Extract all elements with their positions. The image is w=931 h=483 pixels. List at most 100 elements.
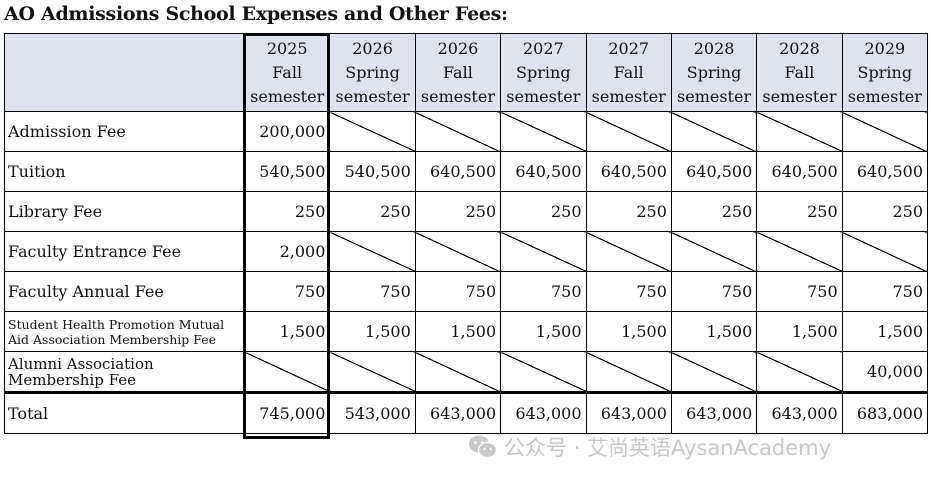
semester-header: 2029 Spring semester [841, 33, 929, 112]
not-applicable-cell [243, 351, 331, 393]
fee-label: Total [4, 391, 245, 434]
not-applicable-cell [585, 231, 672, 272]
fee-amount: 750 [670, 271, 758, 312]
fee-amount: 250 [585, 191, 672, 232]
table-row: Faculty Entrance Fee 2,000 [4, 231, 929, 272]
fee-amount: 750 [329, 271, 416, 312]
semester-header-term: Fall [272, 62, 303, 82]
fee-amount: 1,500 [243, 311, 331, 352]
fee-amount: 1,500 [756, 311, 843, 352]
semester-header: 2026 Fall semester [414, 33, 502, 112]
fee-amount: 643,000 [500, 391, 587, 434]
semester-header-suffix: semester [506, 86, 581, 106]
header-row: 2025 Fall semester 2026 Spring semester 2026 Fa… [4, 33, 929, 112]
page-title: AO Admissions School Expenses and Other … [4, 3, 508, 25]
fee-amount: 2,000 [243, 231, 331, 272]
fee-amount: 683,000 [841, 391, 929, 434]
not-applicable-cell [670, 351, 758, 393]
semester-header: 2025 Fall semester [243, 33, 331, 112]
fee-amount: 1,500 [414, 311, 502, 352]
fee-label: Alumni Association Membership Fee [4, 351, 245, 393]
fee-label: Student Health Promotion Mutual Aid Asso… [4, 311, 245, 352]
fee-amount: 250 [756, 191, 843, 232]
fee-amount: 250 [243, 191, 331, 232]
fee-amount: 1,500 [585, 311, 672, 352]
semester-header-term: Fall [443, 62, 473, 82]
semester-header-term: Spring [857, 62, 913, 82]
table-body: Admission Fee 200,000 Tuition 540,500 540,50… [4, 111, 929, 434]
fee-amount: 250 [841, 191, 929, 232]
fee-amount: 643,000 [414, 391, 502, 434]
fee-amount: 1,500 [670, 311, 758, 352]
semester-header-term: Spring [516, 62, 571, 82]
not-applicable-cell [329, 231, 416, 272]
fee-amount: 643,000 [756, 391, 843, 434]
fee-amount: 745,000 [243, 391, 331, 434]
fee-amount: 540,500 [243, 151, 331, 192]
semester-header-term: Fall [613, 62, 644, 82]
fee-amount: 640,500 [670, 151, 758, 192]
semester-header-suffix: semester [250, 86, 325, 106]
fees-table: 2025 Fall semester 2026 Spring semester 2026 Fa… [4, 33, 929, 434]
not-applicable-cell [756, 231, 843, 272]
semester-header-year: 2026 [437, 38, 479, 58]
semester-header-year: 2027 [522, 38, 564, 58]
table-row: Student Health Promotion Mutual Aid Asso… [4, 311, 929, 352]
fee-amount: 1,500 [841, 311, 929, 352]
not-applicable-cell [500, 231, 587, 272]
fee-amount: 250 [329, 191, 416, 232]
semester-header-suffix: semester [847, 86, 922, 106]
not-applicable-cell [841, 231, 929, 272]
fee-label: Library Fee [4, 191, 245, 232]
semester-header: 2026 Spring semester [329, 33, 416, 112]
not-applicable-cell [585, 111, 672, 152]
table-row: Faculty Annual Fee 750 750 750 750 750 750 750 7… [4, 271, 929, 312]
fee-amount: 640,500 [756, 151, 843, 192]
not-applicable-cell [414, 111, 502, 152]
fee-amount: 200,000 [243, 111, 331, 152]
fee-amount: 750 [500, 271, 587, 312]
not-applicable-cell [841, 111, 929, 152]
fee-amount: 640,500 [414, 151, 502, 192]
semester-header: 2027 Spring semester [500, 33, 587, 112]
header-corner [4, 33, 245, 112]
fee-amount: 250 [500, 191, 587, 232]
watermark: 公众号 · 艾尚英语AysanAcademy [468, 432, 831, 462]
fee-amount: 40,000 [841, 351, 929, 393]
fee-label: Faculty Entrance Fee [4, 231, 245, 272]
semester-header: 2028 Spring semester [670, 33, 758, 112]
fee-amount: 1,500 [329, 311, 416, 352]
not-applicable-cell [756, 351, 843, 393]
not-applicable-cell [585, 351, 672, 393]
wechat-icon [469, 435, 498, 459]
not-applicable-cell [670, 111, 758, 152]
table-row: Alumni Association Membership Fee 40,000 [4, 351, 929, 393]
fee-label: Tuition [4, 151, 245, 192]
semester-header-suffix: semester [677, 86, 752, 106]
semester-header: 2028 Fall semester [756, 33, 843, 112]
fee-amount: 250 [670, 191, 758, 232]
semester-header-suffix: semester [762, 86, 837, 106]
fee-amount: 1,500 [500, 311, 587, 352]
semester-header-suffix: semester [591, 86, 666, 106]
semester-header-term: Fall [784, 62, 815, 82]
semester-header-year: 2027 [608, 38, 650, 58]
fee-amount: 640,500 [585, 151, 672, 192]
fee-amount: 750 [585, 271, 672, 312]
semester-header-term: Spring [686, 62, 742, 82]
semester-header-term: Spring [345, 62, 400, 82]
semester-header-suffix: semester [420, 86, 495, 106]
table-row: Total 745,000 543,000 643,000 643,000 643,000… [4, 391, 929, 434]
watermark-text: 公众号 · 艾尚英语AysanAcademy [504, 436, 832, 460]
semester-header: 2027 Fall semester [585, 33, 672, 112]
fee-amount: 640,500 [500, 151, 587, 192]
not-applicable-cell [329, 351, 416, 393]
fee-label: Admission Fee [4, 111, 245, 152]
fee-amount: 750 [414, 271, 502, 312]
semester-header-year: 2028 [693, 38, 735, 58]
not-applicable-cell [670, 231, 758, 272]
not-applicable-cell [500, 351, 587, 393]
table-row: Admission Fee 200,000 [4, 111, 929, 152]
table-row: Tuition 540,500 540,500 640,500 640,500 640,5… [4, 151, 929, 192]
not-applicable-cell [329, 111, 416, 152]
